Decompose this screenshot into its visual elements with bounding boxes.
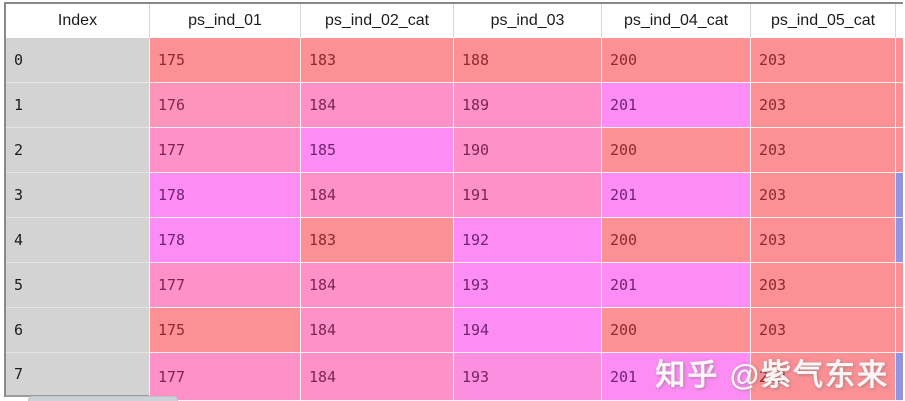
partial-column-header bbox=[895, 4, 903, 38]
data-column-ps_ind_05_cat: ps_ind_05_cat 203 203 203 203 203 203 203 203 bbox=[750, 4, 895, 401]
table-cell[interactable]: 177 bbox=[149, 263, 300, 308]
table-cell[interactable]: 184 bbox=[300, 83, 453, 128]
table-cell[interactable]: 203 bbox=[750, 38, 895, 83]
table-cell[interactable]: 184 bbox=[300, 308, 453, 353]
index-cell[interactable]: 0 bbox=[6, 38, 149, 83]
table-cell[interactable]: 203 bbox=[750, 263, 895, 308]
table-cell[interactable]: 176 bbox=[149, 83, 300, 128]
data-column-ps_ind_01: ps_ind_01 175 176 177 178 178 177 175 177 bbox=[149, 4, 300, 401]
partial-cell bbox=[895, 83, 903, 128]
table-cell[interactable]: 178 bbox=[149, 218, 300, 263]
data-grid: Index 0 1 2 3 4 5 6 7 ps_ind_01 175 176 177 178 178 177… bbox=[4, 2, 903, 401]
table-cell[interactable]: 185 bbox=[300, 128, 453, 173]
table-cell[interactable]: 203 bbox=[750, 83, 895, 128]
table-cell[interactable]: 191 bbox=[453, 173, 601, 218]
table-cell[interactable]: 201 bbox=[601, 263, 750, 308]
table-cell[interactable]: 203 bbox=[750, 308, 895, 353]
partial-cell bbox=[895, 128, 903, 173]
partial-cell bbox=[895, 218, 903, 263]
partial-cell bbox=[895, 308, 903, 353]
column-header[interactable]: ps_ind_05_cat bbox=[750, 4, 895, 38]
table-cell[interactable]: 184 bbox=[300, 353, 453, 401]
table-cell[interactable]: 183 bbox=[300, 38, 453, 83]
table-cell[interactable]: 190 bbox=[453, 128, 601, 173]
data-column-ps_ind_03: ps_ind_03 188 189 190 191 192 193 194 193 bbox=[453, 4, 601, 401]
data-column-ps_ind_02_cat: ps_ind_02_cat 183 184 185 184 183 184 184 184 bbox=[300, 4, 453, 401]
index-cell[interactable]: 6 bbox=[6, 308, 149, 353]
table-cell[interactable]: 203 bbox=[750, 173, 895, 218]
table-cell[interactable]: 184 bbox=[300, 263, 453, 308]
partial-cell bbox=[895, 353, 903, 401]
table-cell[interactable]: 183 bbox=[300, 218, 453, 263]
index-cell[interactable]: 7 bbox=[6, 353, 149, 397]
column-header[interactable]: ps_ind_03 bbox=[453, 4, 601, 38]
index-cell[interactable]: 3 bbox=[6, 173, 149, 218]
partial-cell bbox=[895, 263, 903, 308]
partial-next-column bbox=[895, 4, 903, 401]
table-cell[interactable]: 200 bbox=[601, 308, 750, 353]
table-cell[interactable]: 177 bbox=[149, 353, 300, 401]
table-cell[interactable]: 200 bbox=[601, 218, 750, 263]
table-cell[interactable]: 203 bbox=[750, 353, 895, 401]
table-cell[interactable]: 193 bbox=[453, 263, 601, 308]
data-column-ps_ind_04_cat: ps_ind_04_cat 200 201 200 201 200 201 200 201 bbox=[601, 4, 750, 401]
index-cell[interactable]: 2 bbox=[6, 128, 149, 173]
column-header[interactable]: ps_ind_04_cat bbox=[601, 4, 750, 38]
table-cell[interactable]: 175 bbox=[149, 38, 300, 83]
table-cell[interactable]: 200 bbox=[601, 38, 750, 83]
table-cell[interactable]: 178 bbox=[149, 173, 300, 218]
table-cell[interactable]: 201 bbox=[601, 173, 750, 218]
table-cell[interactable]: 192 bbox=[453, 218, 601, 263]
column-header-index[interactable]: Index bbox=[6, 4, 149, 38]
column-header[interactable]: ps_ind_02_cat bbox=[300, 4, 453, 38]
column-header[interactable]: ps_ind_01 bbox=[149, 4, 300, 38]
table-cell[interactable]: 189 bbox=[453, 83, 601, 128]
partial-cell bbox=[895, 38, 903, 83]
partial-cell bbox=[895, 173, 903, 218]
table-cell[interactable]: 203 bbox=[750, 128, 895, 173]
table-cell[interactable]: 201 bbox=[601, 353, 750, 401]
table-cell[interactable]: 200 bbox=[601, 128, 750, 173]
horizontal-scrollbar-thumb[interactable] bbox=[28, 396, 178, 401]
index-cell[interactable]: 1 bbox=[6, 83, 149, 128]
table-cell[interactable]: 201 bbox=[601, 83, 750, 128]
table-cell[interactable]: 177 bbox=[149, 128, 300, 173]
table-cell[interactable]: 194 bbox=[453, 308, 601, 353]
table-cell[interactable]: 184 bbox=[300, 173, 453, 218]
table-cell[interactable]: 203 bbox=[750, 218, 895, 263]
index-cell[interactable]: 4 bbox=[6, 218, 149, 263]
table-cell[interactable]: 193 bbox=[453, 353, 601, 401]
table-cell[interactable]: 175 bbox=[149, 308, 300, 353]
index-cell[interactable]: 5 bbox=[6, 263, 149, 308]
table-cell[interactable]: 188 bbox=[453, 38, 601, 83]
index-column: Index 0 1 2 3 4 5 6 7 bbox=[4, 4, 149, 397]
